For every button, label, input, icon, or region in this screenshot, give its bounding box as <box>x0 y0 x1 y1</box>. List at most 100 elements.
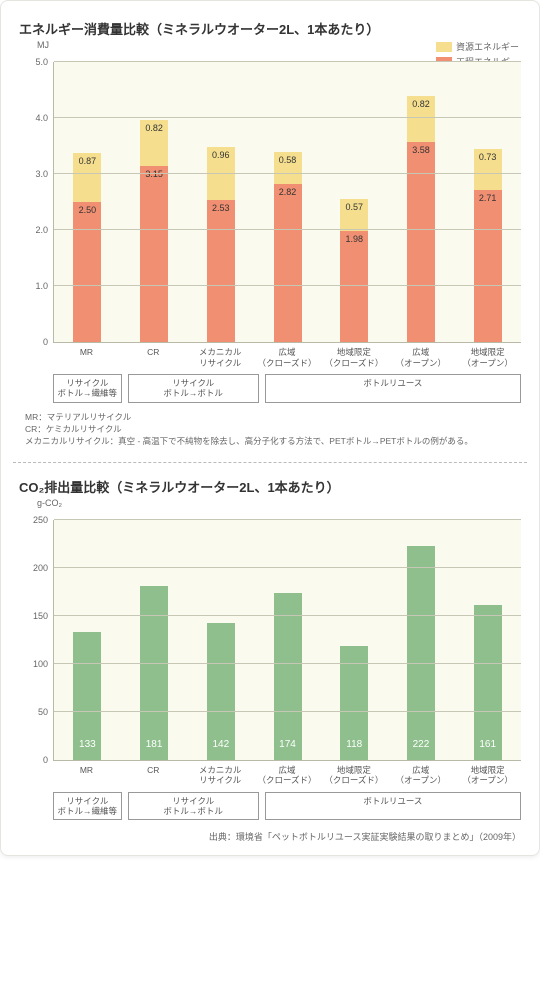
bar-value-label: 0.57 <box>345 202 363 212</box>
bar-column: 0.58 2.82 <box>254 62 321 342</box>
x-axis-label: 広域（オープン） <box>387 761 454 786</box>
bar-value-label: 2.82 <box>279 187 297 197</box>
bar-segment-resource: 0.82 <box>140 120 168 166</box>
bar-value-label: 142 <box>212 739 229 750</box>
y-tick-label: 2.0 <box>35 225 54 235</box>
y-tick-label: 1.0 <box>35 281 54 291</box>
bar-value-label: 133 <box>79 739 96 750</box>
divider <box>13 462 527 463</box>
bar: 161 <box>474 605 502 760</box>
bar-value-label: 118 <box>346 739 362 750</box>
chart1-plot-wrap: MJ 資源エネルギー工程エネルギー 0.872.500.823.150.962.… <box>13 44 527 403</box>
y-tick-label: 150 <box>33 611 54 621</box>
group-bracket: リサイクルボトル→ボトル <box>128 374 259 402</box>
y-tick-label: 250 <box>33 515 54 525</box>
gridline <box>54 711 521 712</box>
x-axis-label: MR <box>53 761 120 786</box>
card: エネルギー消費量比較（ミネラルウオーター2L、1本あたり） MJ 資源エネルギー… <box>0 0 540 856</box>
legend-item: 資源エネルギー <box>436 40 519 53</box>
y-tick-label: 200 <box>33 563 54 573</box>
bar-segment-resource: 0.73 <box>474 149 502 190</box>
bar-value-label: 0.87 <box>79 156 97 166</box>
bar-stack: 0.87 2.50 <box>73 153 101 342</box>
x-axis-label: 地域限定（クローズド） <box>320 761 387 786</box>
footnote-line: メカニカルリサイクル：真空 - 高温下で不純物を除去し、高分子化する方法で、PE… <box>25 435 523 447</box>
chart2-y-unit: g-CO₂ <box>37 498 62 508</box>
y-tick-label: 100 <box>33 659 54 669</box>
footnote-line: CR：ケミカルリサイクル <box>25 423 523 435</box>
chart1-xlabels: MRCRメカニカルリサイクル広域（クローズド）地域限定（クローズド）広域（オープ… <box>53 342 521 368</box>
x-axis-label: 広域（オープン） <box>387 343 454 368</box>
bar-column: 0.57 1.98 <box>321 62 388 342</box>
bar-column: 142 <box>187 520 254 760</box>
x-axis-label: 地域限定（クローズド） <box>320 343 387 368</box>
bar: 142 <box>207 623 235 759</box>
bar-value-label: 0.96 <box>212 150 230 160</box>
gridline <box>54 61 521 62</box>
x-axis-label: 地域限定（オープン） <box>454 761 521 786</box>
bar-value-label: 0.58 <box>279 155 297 165</box>
bar: 174 <box>274 593 302 760</box>
footnote-line: MR：マテリアルリサイクル <box>25 411 523 423</box>
x-axis-label: メカニカルリサイクル <box>187 761 254 786</box>
bar-segment-process: 1.98 <box>340 231 368 342</box>
bar-value-label: 3.58 <box>412 145 430 155</box>
chart2-plot: 133181142174118222161 050100150200250 <box>53 520 521 760</box>
x-axis-label: 広域（クローズド） <box>254 343 321 368</box>
chart2-plot-wrap: g-CO₂ 133181142174118222161 050100150200… <box>13 502 527 821</box>
bar-segment-resource: 0.87 <box>73 153 101 202</box>
legend-swatch <box>436 42 452 52</box>
bar-value-label: 0.82 <box>145 123 163 133</box>
bar-segment-process: 2.53 <box>207 200 235 342</box>
chart1-brackets: リサイクルボトル→繊維等リサイクルボトル→ボトルボトルリユース <box>53 374 521 402</box>
x-axis-label: CR <box>120 761 187 786</box>
y-tick-label: 5.0 <box>35 57 54 67</box>
bar-value-label: 181 <box>146 739 163 750</box>
chart1-y-unit: MJ <box>37 40 49 50</box>
bar-column: 118 <box>321 520 388 760</box>
bar-segment-process: 2.82 <box>274 184 302 342</box>
bar-value-label: 2.71 <box>479 193 497 203</box>
bar-column: 222 <box>388 520 455 760</box>
gridline <box>54 173 521 174</box>
chart1-plot: 0.87 2.50 0.823.15 0.96 2.53 0.58 2.82 0.57 1.98… <box>53 62 521 342</box>
bar-value-label: 0.73 <box>479 152 497 162</box>
bar-segment-process: 2.71 <box>474 190 502 342</box>
bar-column: 161 <box>454 520 521 760</box>
bar-value-label: 0.82 <box>412 99 430 109</box>
bar-stack: 0.823.15 <box>140 120 168 342</box>
y-tick-label: 3.0 <box>35 169 54 179</box>
group-bracket: リサイクルボトル→ボトル <box>128 792 259 820</box>
y-tick-label: 4.0 <box>35 113 54 123</box>
bar: 222 <box>407 546 435 759</box>
bar-segment-resource: 0.82 <box>407 96 435 142</box>
chart2-bars: 133 181 142 174 118 222 161 <box>54 520 521 760</box>
bar-segment-process: 2.50 <box>73 202 101 342</box>
y-tick-label: 0 <box>43 755 54 765</box>
gridline <box>54 615 521 616</box>
bar-column: 0.823.15 <box>121 62 188 342</box>
bar-stack: 0.58 2.82 <box>274 152 302 342</box>
legend-label: 資源エネルギー <box>456 40 519 53</box>
bar-column: 181 <box>121 520 188 760</box>
bar-column: 0.96 2.53 <box>187 62 254 342</box>
bar-stack: 0.57 1.98 <box>340 199 368 342</box>
bar-column: 0.87 2.50 <box>54 62 121 342</box>
bar: 181 <box>140 586 168 760</box>
bar-stack: 0.73 2.71 <box>474 149 502 342</box>
chart1-footnotes: MR：マテリアルリサイクルCR：ケミカルリサイクルメカニカルリサイクル：真空 -… <box>25 411 523 448</box>
x-axis-label: MR <box>53 343 120 368</box>
bar-column: 0.73 2.71 <box>454 62 521 342</box>
chart1-bars: 0.87 2.50 0.823.15 0.96 2.53 0.58 2.82 0.57 1.98… <box>54 62 521 342</box>
gridline <box>54 567 521 568</box>
group-bracket: ボトルリユース <box>265 374 521 402</box>
bar-value-label: 2.50 <box>79 205 97 215</box>
x-axis-label: 広域（クローズド） <box>254 761 321 786</box>
bar: 133 <box>73 632 101 760</box>
bar-value-label: 174 <box>279 739 296 750</box>
chart1-title: エネルギー消費量比較（ミネラルウオーター2L、1本あたり） <box>19 19 527 38</box>
x-axis-label: 地域限定（オープン） <box>454 343 521 368</box>
bar-segment-resource: 0.57 <box>340 199 368 231</box>
chart2-brackets: リサイクルボトル→繊維等リサイクルボトル→ボトルボトルリユース <box>53 792 521 820</box>
bar-value-label: 222 <box>413 739 430 750</box>
